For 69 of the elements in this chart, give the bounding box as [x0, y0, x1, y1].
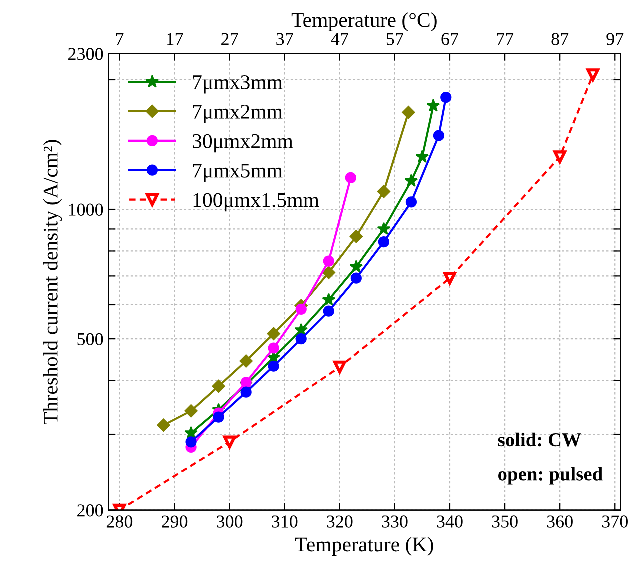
point [406, 196, 418, 208]
point [213, 412, 224, 423]
point [377, 222, 391, 235]
point [240, 354, 253, 368]
y-tick-label: 200 [78, 504, 104, 517]
point [184, 404, 198, 418]
legend-label: 7μmx3mm [193, 75, 283, 94]
legend-label: 7μmx5mm [193, 164, 283, 182]
legend-label: 100μmx1.5mm [194, 193, 320, 212]
point [433, 130, 445, 142]
legend-label: 7μmx2mm [193, 104, 283, 124]
point [267, 327, 280, 340]
x2-tick-label: 97 [606, 33, 624, 46]
point [345, 172, 356, 184]
y-axis-title: Threshold current density (A/cm²) [43, 140, 62, 425]
point [268, 342, 280, 354]
x2-tick-label: 7 [116, 33, 124, 46]
x2-tick-label: 37 [276, 33, 294, 46]
point [157, 418, 170, 432]
point [323, 256, 334, 267]
point [377, 185, 391, 198]
x-tick-label: 350 [492, 516, 518, 528]
legend-label: 30μmx2mm [193, 134, 294, 153]
point [416, 150, 430, 163]
y-tick-label: 500 [78, 333, 104, 346]
x-tick-label: 360 [547, 516, 573, 528]
x-tick-label: 330 [382, 516, 408, 528]
point [240, 386, 252, 398]
point [444, 272, 456, 285]
point [296, 304, 307, 315]
x2-tick-label: 77 [497, 33, 514, 46]
annotation: open: pulsed [498, 467, 603, 485]
point [426, 99, 440, 112]
point [350, 260, 364, 273]
x2-tick-label: 47 [331, 33, 348, 46]
x-tick-label: 320 [327, 516, 353, 528]
point [402, 106, 416, 120]
x-tick-label: 280 [106, 516, 133, 528]
y-tick-label: 1000 [69, 204, 104, 216]
x-tick-label: 370 [602, 516, 628, 528]
point [440, 92, 452, 104]
point [212, 380, 226, 394]
x2-tick-label: 27 [222, 33, 238, 46]
point [350, 272, 362, 284]
y-tick-label: 2300 [68, 48, 104, 60]
x2-tick-label: 87 [552, 33, 569, 46]
point [294, 323, 308, 336]
x-tick-label: 300 [217, 516, 243, 528]
x-tick-label: 310 [272, 516, 298, 528]
point [186, 436, 197, 448]
point [184, 426, 198, 440]
point [223, 436, 236, 449]
x2-tick-label: 17 [167, 33, 184, 46]
x-axis-title: Temperature (K) [296, 537, 434, 556]
point [268, 360, 280, 372]
x-tick-label: 340 [437, 516, 463, 528]
point [350, 230, 363, 244]
x-tick-label: 290 [162, 516, 188, 528]
point [323, 306, 334, 317]
annotation: solid: CW [498, 432, 582, 447]
point [322, 293, 336, 306]
x2-tick-label: 67 [442, 33, 458, 46]
point [378, 236, 390, 248]
x2-tick-label: 57 [386, 33, 404, 46]
point [334, 360, 346, 374]
x2-axis-title: Temperature (°C) [292, 12, 437, 32]
point [322, 266, 336, 280]
point [404, 174, 418, 187]
point [296, 334, 307, 345]
